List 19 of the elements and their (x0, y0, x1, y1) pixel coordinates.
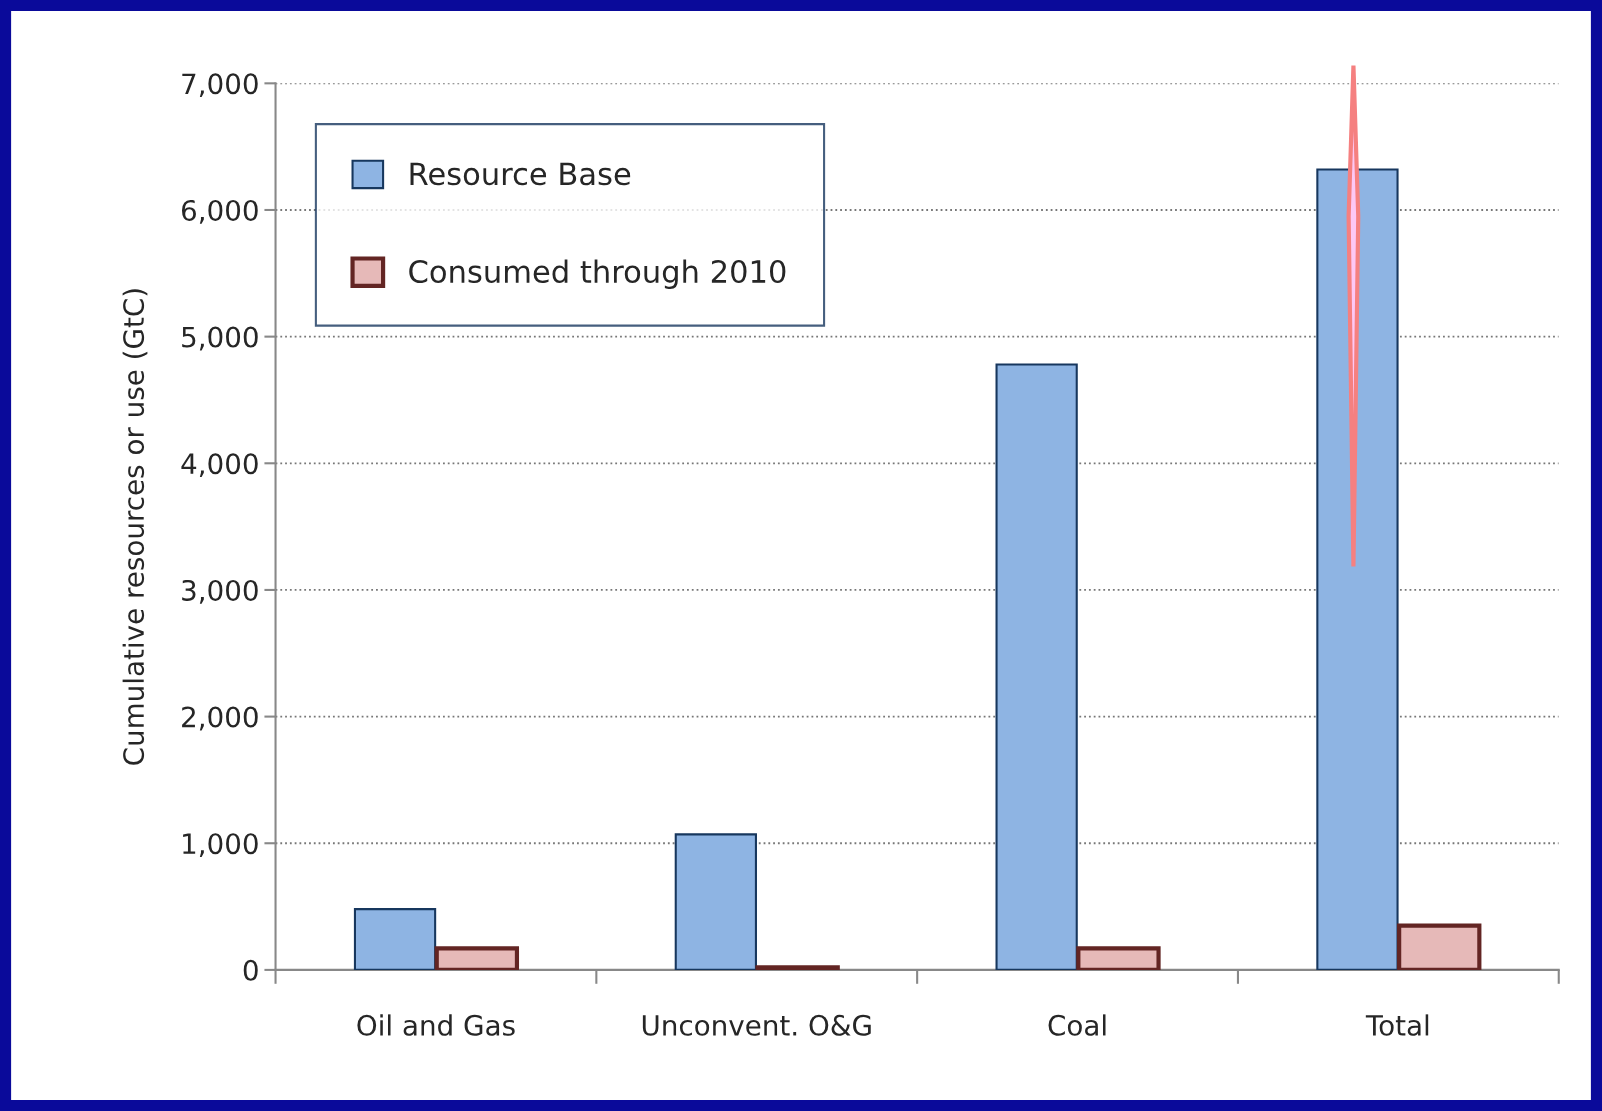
y-tick-label: 7,000 (182, 73, 258, 98)
y-tick-label: 5,000 (182, 326, 258, 351)
bar (353, 908, 437, 970)
x-tick-label: Oil and Gas (357, 1014, 515, 1036)
y-tick-label: 1,000 (183, 833, 258, 858)
y-tick-label: 0 (243, 959, 258, 981)
y-tick-label: 2,000 (182, 706, 258, 731)
x-tick-label: Unconvent. O&G (642, 1014, 871, 1036)
x-tick-label: Total (1365, 1014, 1429, 1036)
legend-label: Resource Base (410, 162, 631, 186)
y-tick-label: 6,000 (181, 199, 258, 224)
y-axis-title: Cumulative resources or use (GtC) (122, 289, 148, 765)
y-tick-label: 3,000 (182, 579, 258, 604)
bar (995, 363, 1078, 970)
y-tick-label: 4,000 (181, 453, 258, 478)
bar (1316, 168, 1399, 970)
bar (674, 833, 757, 970)
legend-label: Consumed through 2010 (409, 259, 786, 289)
x-tick-label: Coal (1048, 1014, 1106, 1036)
